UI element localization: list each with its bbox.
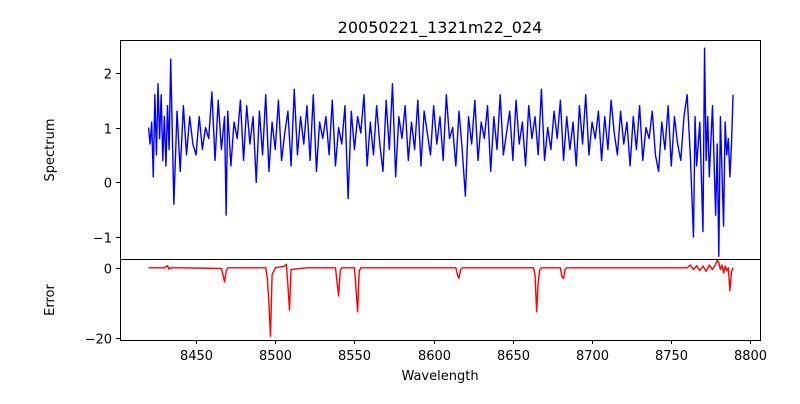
spectrum-panel: −1 0 1 2 Spectrum	[43, 40, 761, 260]
spectrum-y-axis-label: Spectrum	[43, 119, 58, 182]
error-series-line	[148, 259, 734, 338]
x-tick-label: 8750	[655, 349, 688, 364]
x-tick-label: 8650	[497, 349, 530, 364]
spectrum-y-axis: −1 0 1 2	[93, 68, 120, 247]
x-axis: 8450 8500 8550 8600 8650 8700 8750 8800	[180, 340, 767, 364]
spectrum-series-line	[147, 47, 734, 257]
x-tick-label: 8550	[338, 349, 371, 364]
error-y-tick-label: −20	[85, 333, 112, 348]
spectrum-y-tick-label: 0	[104, 177, 112, 192]
chart-title: 20050221_1321m22_024	[338, 18, 543, 38]
error-y-tick-label: 0	[104, 263, 112, 278]
x-tick-label: 8500	[259, 349, 292, 364]
error-y-axis: 0 −20	[85, 263, 120, 348]
spectrum-y-tick-label: 2	[104, 68, 112, 83]
error-y-axis-label: Error	[43, 284, 58, 316]
x-tick-label: 8600	[418, 349, 451, 364]
spectrum-y-tick-label: 1	[104, 123, 112, 138]
x-axis-label: Wavelength	[401, 369, 478, 384]
x-tick-label: 8450	[180, 349, 213, 364]
error-panel: 0 −20 8450 8500 8550 8600 8650 8700 8750 8800 Er…	[43, 259, 767, 384]
spectrum-y-tick-label: −1	[93, 232, 112, 247]
x-tick-label: 8700	[576, 349, 609, 364]
error-plot-frame	[120, 259, 761, 341]
x-tick-label: 8800	[734, 349, 767, 364]
